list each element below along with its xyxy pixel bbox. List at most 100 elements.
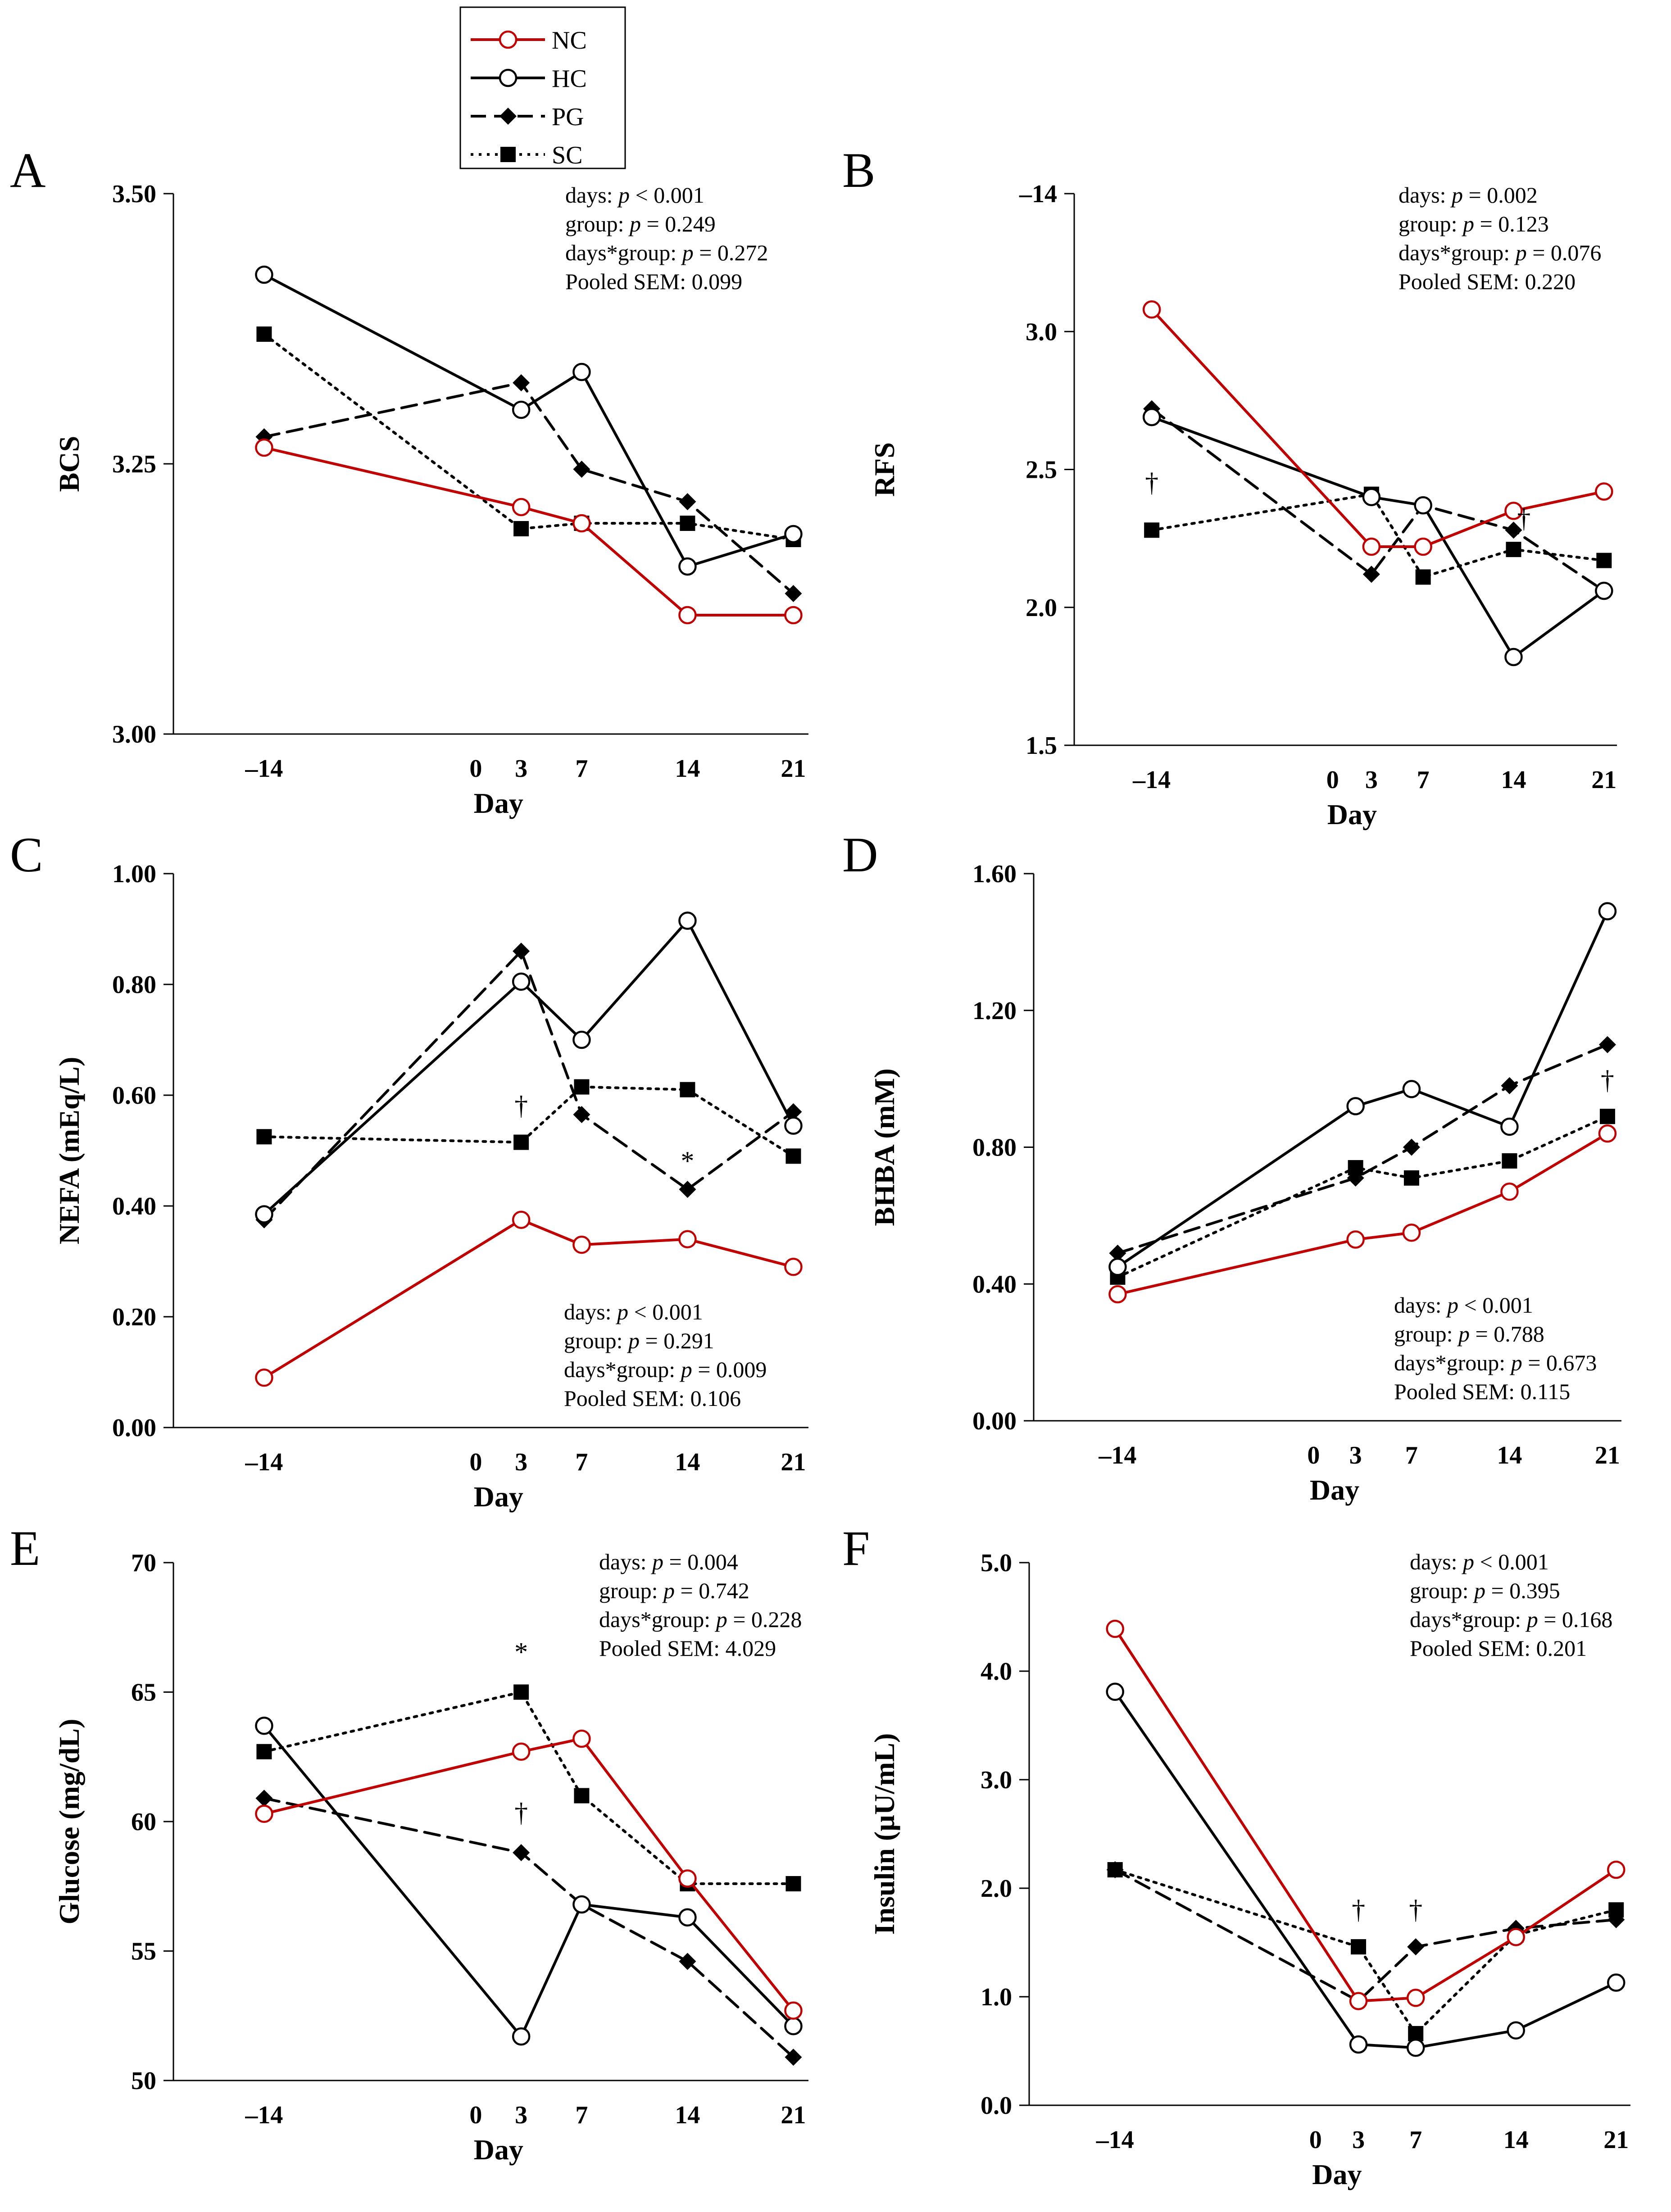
series-hc xyxy=(255,265,803,576)
stat-line: Pooled SEM: 0.099 xyxy=(565,269,742,294)
data-point xyxy=(255,265,273,284)
legend-item-pg: PG xyxy=(471,103,584,131)
x-axis-title: Day xyxy=(474,2134,523,2166)
data-point xyxy=(1414,496,1432,515)
x-tick-label: –14 xyxy=(1096,2126,1134,2154)
data-point xyxy=(513,1134,529,1150)
legend-marker xyxy=(499,30,518,49)
data-point xyxy=(1415,569,1431,585)
data-point xyxy=(1505,521,1522,539)
data-point xyxy=(573,1106,590,1124)
data-point xyxy=(1362,537,1381,556)
x-axis-title: Day xyxy=(1327,798,1377,830)
significance-mark: † xyxy=(514,1798,528,1827)
series-line xyxy=(1116,910,1609,1269)
stat-line: days*group: p = 0.228 xyxy=(599,1607,802,1632)
series-line xyxy=(263,1737,795,2012)
data-point xyxy=(1607,1973,1626,1992)
data-point xyxy=(679,493,696,510)
y-tick-label: 0.40 xyxy=(972,1270,1017,1298)
stat-line: group: p = 0.291 xyxy=(564,1328,714,1353)
series-pg xyxy=(255,1790,802,2066)
data-point xyxy=(1504,648,1523,666)
data-point xyxy=(513,1844,530,1861)
x-tick-label: 7 xyxy=(1409,2126,1422,2154)
data-point xyxy=(513,943,530,960)
legend-box xyxy=(459,6,626,169)
x-tick-label: 3 xyxy=(1365,766,1378,794)
data-point xyxy=(1595,581,1613,600)
significance-mark: * xyxy=(514,1637,528,1667)
data-point xyxy=(255,1205,273,1224)
x-axis-title: Day xyxy=(1310,1474,1359,1506)
data-point xyxy=(1108,1258,1127,1276)
data-point xyxy=(1500,1117,1519,1136)
panel-d: D 0.00 0.40 0.80 1.20 1.60 –14 0 3 7 14 21 Day BHBA (… xyxy=(842,827,1621,1506)
stat-line: days: p < 0.001 xyxy=(565,182,704,208)
data-point xyxy=(512,498,531,517)
y-tick-label: 0.80 xyxy=(112,971,156,999)
stat-line: group: p = 0.788 xyxy=(1394,1321,1544,1346)
data-point xyxy=(512,1742,531,1761)
x-tick-label: 14 xyxy=(675,755,700,783)
y-tick-label: 1.20 xyxy=(972,997,1017,1025)
data-point xyxy=(1407,1938,1425,1956)
series-hc xyxy=(255,911,803,1224)
data-point xyxy=(784,606,803,625)
series-sc xyxy=(256,1079,801,1164)
data-point xyxy=(678,557,697,576)
series-line xyxy=(263,1724,795,2038)
x-tick-label: 14 xyxy=(675,1448,700,1476)
stat-line: days*group: p = 0.673 xyxy=(1394,1350,1597,1375)
series-pg xyxy=(1109,1036,1616,1262)
data-point xyxy=(1414,537,1432,556)
data-point xyxy=(512,400,531,419)
y-tick-label: 0.40 xyxy=(112,1192,156,1220)
data-point xyxy=(784,2017,803,2035)
data-point xyxy=(574,1788,590,1804)
series-line xyxy=(263,950,795,1221)
significance-mark: † xyxy=(1352,1895,1365,1924)
legend-label: NC xyxy=(552,27,587,54)
y-tick-label: 60 xyxy=(131,1808,156,1836)
y-tick-label: 0.00 xyxy=(972,1407,1017,1435)
y-axis-title: BHBA (mM) xyxy=(868,1068,900,1226)
x-tick-label: 3 xyxy=(515,755,527,783)
data-point xyxy=(513,374,530,391)
series-line xyxy=(1116,1132,1609,1296)
data-point xyxy=(1106,1682,1124,1701)
data-point xyxy=(786,1876,801,1891)
significance-mark: † xyxy=(1145,468,1158,498)
stat-line: Pooled SEM: 4.029 xyxy=(599,1636,776,1661)
x-tick-label: 3 xyxy=(1352,2126,1365,2154)
data-point xyxy=(1607,1860,1626,1879)
data-point xyxy=(1596,553,1612,568)
x-tick-label: 14 xyxy=(1503,2126,1529,2154)
data-point xyxy=(512,2027,531,2046)
data-point xyxy=(679,1181,696,1198)
stat-line: days: p = 0.002 xyxy=(1399,182,1538,208)
data-point xyxy=(572,514,591,533)
data-point xyxy=(1406,2039,1425,2057)
y-tick-label: 65 xyxy=(131,1679,156,1707)
data-point xyxy=(678,1230,697,1249)
y-tick-label: 2.0 xyxy=(981,1875,1012,1903)
data-point xyxy=(1349,1992,1368,2010)
data-point xyxy=(1607,1911,1625,1928)
legend-item-sc: SC xyxy=(471,141,583,169)
data-point xyxy=(1109,1244,1126,1262)
series-nc xyxy=(1108,1124,1617,1304)
data-point xyxy=(1599,1109,1615,1124)
legend-item-nc: NC xyxy=(471,27,587,54)
y-tick-label: 0.60 xyxy=(112,1082,156,1110)
y-tick-label: 55 xyxy=(131,1938,156,1966)
y-tick-label: 1.00 xyxy=(112,860,156,888)
series-nc xyxy=(255,438,803,625)
data-point xyxy=(572,1235,591,1254)
series-line xyxy=(263,1085,795,1158)
stat-line: group: p = 0.123 xyxy=(1399,211,1549,236)
panel-c: C 0.00 0.20 0.40 0.60 0.80 1.00 –14 0 3 7 14 21 Day NE… xyxy=(10,827,808,1513)
data-point xyxy=(784,525,803,544)
x-tick-label: 7 xyxy=(575,1448,588,1476)
data-point xyxy=(1504,502,1523,520)
